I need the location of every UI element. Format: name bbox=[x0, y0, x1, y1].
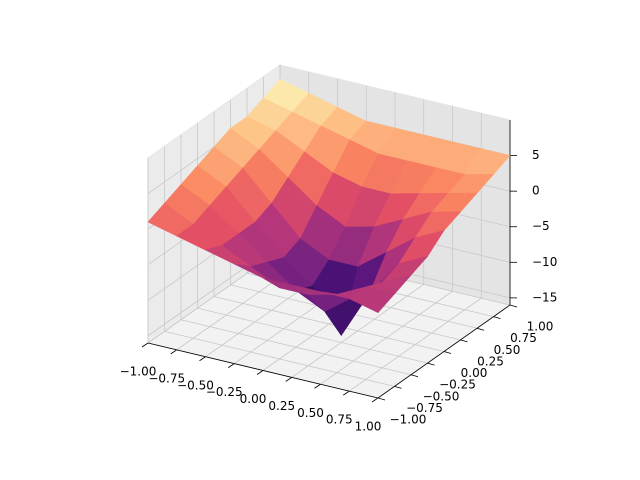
y-tick-label: −0.50 bbox=[423, 389, 460, 403]
y-tick bbox=[493, 316, 501, 320]
y-tick bbox=[509, 304, 518, 308]
y-axis bbox=[377, 304, 511, 399]
x-tick-label: −0.50 bbox=[177, 378, 214, 392]
y-tick-label: 0.50 bbox=[494, 343, 521, 357]
grid-line bbox=[213, 296, 445, 352]
y-tick bbox=[394, 385, 402, 389]
y-tick bbox=[460, 339, 468, 343]
y-tick bbox=[410, 374, 419, 378]
z-tick-label: −5 bbox=[532, 219, 550, 233]
z-tick-label: −10 bbox=[532, 255, 557, 269]
x-tick bbox=[343, 390, 350, 396]
z-tick-label: −15 bbox=[532, 290, 557, 304]
surface-patch bbox=[348, 286, 396, 313]
z-tick-label: 0 bbox=[532, 184, 540, 198]
y-tick bbox=[377, 397, 386, 401]
x-axis bbox=[147, 342, 379, 399]
y-tick-label: −0.75 bbox=[406, 401, 443, 415]
x-tick bbox=[256, 370, 264, 375]
x-tick bbox=[371, 397, 379, 403]
z-tick-label: 5 bbox=[532, 148, 540, 162]
grid-line bbox=[164, 330, 395, 387]
grid-line bbox=[180, 319, 412, 376]
y-tick bbox=[476, 327, 485, 331]
x-tick bbox=[170, 349, 177, 355]
x-tick-label: 0.75 bbox=[326, 413, 353, 427]
x-tick-label: 0.25 bbox=[268, 399, 295, 413]
x-tick-label: −0.25 bbox=[206, 385, 243, 399]
x-tick-label: 0.00 bbox=[240, 392, 267, 406]
y-tick bbox=[443, 351, 452, 354]
x-tick-label: −0.75 bbox=[148, 371, 185, 385]
y-tick-label: 1.00 bbox=[527, 320, 554, 334]
x-tick bbox=[285, 377, 292, 382]
x-tick bbox=[228, 363, 235, 368]
x-tick-label: 1.00 bbox=[355, 420, 382, 434]
y-tick-label: 0.00 bbox=[461, 366, 488, 380]
x-tick bbox=[314, 383, 321, 389]
y-tick bbox=[427, 362, 435, 366]
y-tick-label: 0.25 bbox=[477, 354, 504, 368]
x-tick bbox=[141, 342, 149, 348]
x-tick-label: 0.50 bbox=[297, 406, 324, 420]
y-tick-label: −0.25 bbox=[439, 378, 476, 392]
grid-line bbox=[197, 307, 428, 364]
y-tick-label: 0.75 bbox=[510, 331, 537, 345]
y-tick-label: −1.00 bbox=[390, 413, 427, 427]
x-tick-label: −1.00 bbox=[120, 365, 157, 379]
x-tick bbox=[199, 356, 206, 362]
